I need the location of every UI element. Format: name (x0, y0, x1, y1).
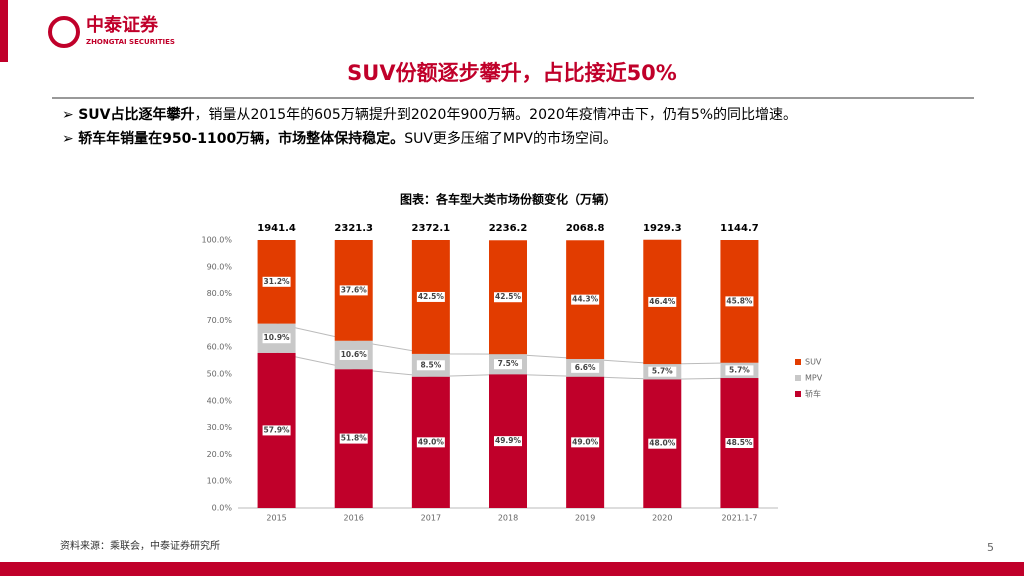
chart: 0.0% 10.0% 20.0% 30.0% 40.0% 50.0% 60.0% 70.0% 8… (201, 223, 822, 523)
value-label: 57.9% (264, 425, 291, 434)
total-label: 1929.3 (643, 223, 682, 234)
logo: 中泰证券 (86, 14, 159, 36)
bottom-band (0, 562, 1024, 576)
page-number: 5 (987, 541, 994, 554)
bullet-1: ➢ SUV占比逐年攀升，销量从2015年的605万辆提升到2020年900万辆。… (62, 106, 797, 123)
legend-swatch (795, 391, 801, 397)
bullet-bold: 轿车年销量在950-1100万辆，市场整体保持稳定。 (78, 130, 404, 147)
label-box (416, 291, 445, 302)
y-tick-label: 100.0% (201, 236, 232, 245)
value-label: 44.3% (572, 295, 599, 304)
x-tick-label: 2020 (652, 514, 672, 523)
x-tick-label: 2016 (344, 514, 364, 523)
value-label: 7.5% (498, 359, 519, 368)
value-label: 8.5% (420, 360, 441, 369)
label-box (725, 365, 754, 376)
value-label: 31.2% (264, 277, 291, 286)
value-label: 42.5% (418, 292, 445, 301)
total-label: 2068.8 (566, 223, 605, 234)
legend-swatch (795, 375, 801, 381)
label-box (494, 436, 522, 447)
label-box (725, 296, 754, 307)
value-label: 6.6% (575, 363, 596, 372)
value-label: 5.7% (652, 367, 673, 376)
label-box (416, 360, 445, 371)
x-tick-label: 2021.1-7 (721, 514, 757, 523)
total-label: 1144.7 (720, 223, 759, 234)
y-tick-label: 0.0% (212, 504, 233, 513)
value-label: 46.4% (649, 297, 676, 306)
legend-label: MPV (805, 374, 823, 383)
bullet-text: ，销量从2015年的605万辆提升到2020年900万辆。2020年疫情冲击下，… (194, 107, 797, 123)
label-box (571, 362, 600, 373)
value-label: 10.9% (264, 333, 291, 342)
label-box (648, 296, 677, 307)
label-box (571, 294, 600, 305)
chart-title: 图表：各车型大类市场份额变化（万辆） (400, 192, 616, 207)
x-tick-label: 2019 (575, 514, 595, 523)
slide-title: SUV份额逐步攀升，占比接近50% (347, 61, 677, 85)
label-box (339, 285, 368, 296)
value-label: 49.0% (418, 437, 445, 446)
value-label: 45.8% (726, 296, 753, 305)
label-box (262, 333, 291, 344)
label-box (648, 438, 677, 449)
total-label: 2236.2 (489, 223, 528, 234)
value-label: 48.0% (649, 439, 676, 448)
bullet-bold: SUV占比逐年攀升 (78, 106, 194, 123)
value-label: 49.9% (495, 436, 522, 445)
label-box (494, 292, 522, 303)
value-label: 10.6% (341, 350, 368, 359)
legend-label: SUV (805, 358, 822, 367)
label-box (571, 437, 600, 448)
label-box (262, 276, 291, 287)
total-label: 2321.3 (334, 223, 373, 234)
total-label: 1941.4 (257, 223, 296, 234)
y-tick-label: 80.0% (207, 289, 233, 298)
label-box (494, 359, 522, 370)
total-label: 2372.1 (412, 223, 451, 234)
label-box (339, 349, 368, 360)
source: 资料来源：乘联会，中泰证券研究所 (60, 539, 220, 552)
label-box (648, 366, 677, 377)
y-tick-label: 40.0% (207, 396, 233, 405)
x-tick-label: 2015 (266, 514, 286, 523)
label-box (339, 433, 368, 444)
x-tick-label: 2018 (498, 514, 518, 523)
value-label: 37.6% (341, 285, 368, 294)
label-box (725, 438, 754, 449)
value-label: 42.5% (495, 292, 522, 301)
value-label: 48.5% (726, 438, 753, 447)
label-box (262, 425, 291, 436)
logo-sub: ZHONGTAI SECURITIES (86, 38, 175, 46)
logo-mark (48, 16, 80, 48)
label-box (416, 437, 445, 448)
y-tick-label: 70.0% (207, 316, 233, 325)
left-accent (0, 0, 8, 62)
y-tick-label: 10.0% (207, 477, 233, 486)
y-tick-label: 30.0% (207, 423, 233, 432)
value-label: 51.8% (341, 434, 368, 443)
x-tick-label: 2017 (421, 514, 441, 523)
legend-label: 轿车 (805, 389, 821, 399)
bullet-text: SUV更多压缩了MPV的市场空间。 (404, 130, 617, 147)
y-tick-label: 60.0% (207, 343, 233, 352)
legend-swatch (795, 359, 801, 365)
value-label: 5.7% (729, 365, 750, 374)
bullet-2: ➢ 轿车年销量在950-1100万辆，市场整体保持稳定。SUV更多压缩了MPV的… (62, 130, 617, 147)
y-tick-label: 20.0% (207, 450, 233, 459)
y-tick-label: 50.0% (207, 370, 233, 379)
value-label: 49.0% (572, 437, 599, 446)
y-tick-label: 90.0% (207, 262, 233, 271)
